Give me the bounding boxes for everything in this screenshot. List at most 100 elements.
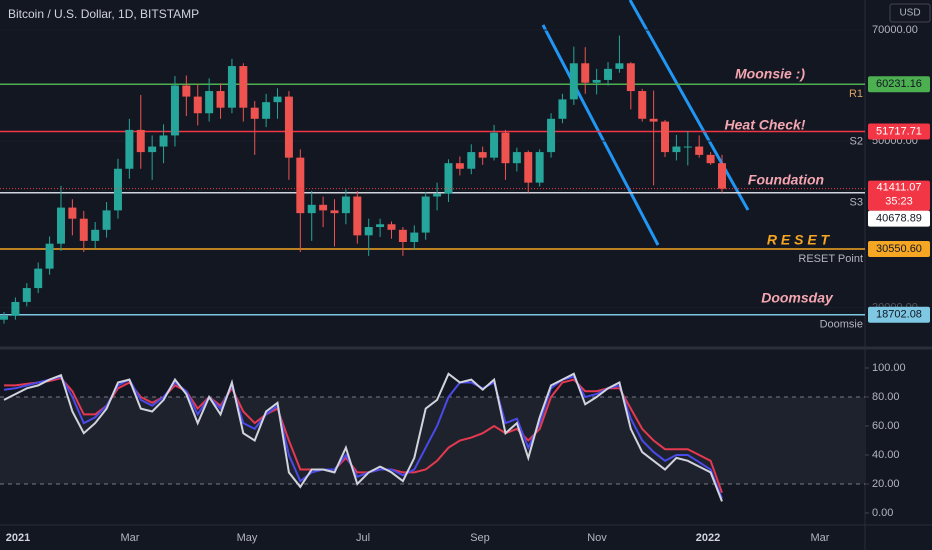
candle-body <box>11 301 20 316</box>
candle-body <box>330 210 339 214</box>
price-tag-label: 51717.71 <box>876 125 922 137</box>
oscillator-line <box>4 376 723 494</box>
y-tick-label: 100.00 <box>872 362 906 374</box>
candle-body <box>319 204 328 211</box>
x-tick-label: May <box>237 532 258 544</box>
price-tag <box>868 210 930 227</box>
candle-body <box>535 152 544 183</box>
candle-body <box>512 152 521 164</box>
candle-body <box>683 146 692 148</box>
level-name: RESET Point <box>798 253 863 265</box>
candle-body <box>626 63 635 92</box>
y-tick-label: 60.00 <box>872 420 900 432</box>
level-name: R1 <box>849 88 863 100</box>
price-tag-label: 40678.89 <box>876 213 922 225</box>
last-price-tag <box>868 180 930 211</box>
x-tick-label: 2021 <box>6 532 30 544</box>
candle-body <box>490 132 499 158</box>
annotation: Foundation <box>748 172 824 188</box>
candle-body <box>524 152 533 183</box>
candle-body <box>307 204 316 214</box>
x-tick-label: Mar <box>121 532 140 544</box>
candle-body <box>284 96 293 158</box>
candle-body <box>718 163 726 189</box>
candle-body <box>0 315 8 320</box>
candle-body <box>353 196 362 236</box>
candle-body <box>273 96 282 103</box>
candle-body <box>638 91 647 119</box>
candle-body <box>547 118 556 153</box>
candle-body <box>262 102 271 119</box>
price-tag <box>868 240 930 257</box>
level-name: S2 <box>850 135 863 147</box>
price-tag <box>868 76 930 93</box>
level-name: Doomsie <box>820 319 863 331</box>
candle-body <box>45 243 54 269</box>
chart-title: Bitcoin / U.S. Dollar, 1D, BITSTAMP <box>8 7 199 21</box>
price-tag-label: 60231.16 <box>876 78 922 90</box>
candle-body <box>91 229 100 241</box>
x-tick-label: Jul <box>356 532 370 544</box>
candle-body <box>478 152 487 158</box>
candle-body <box>125 129 134 169</box>
candle-body <box>661 121 670 153</box>
y-tick-label: 0.00 <box>872 507 893 519</box>
candle-body <box>68 207 77 219</box>
candle-body <box>193 96 202 114</box>
currency: USD <box>899 8 920 19</box>
candle-body <box>615 63 624 69</box>
countdown: 35:23 <box>885 196 913 208</box>
candle-body <box>455 163 464 169</box>
candle-body <box>227 66 236 108</box>
price-tag <box>868 123 930 140</box>
candle-body <box>433 193 442 197</box>
candle-body <box>398 229 407 243</box>
candle-body <box>444 163 453 194</box>
candle-body <box>159 135 168 147</box>
candle-body <box>421 196 430 233</box>
y-tick-label: 70000.00 <box>872 24 918 36</box>
candle-body <box>170 85 179 136</box>
candle-body <box>34 268 43 289</box>
candle-body <box>296 157 305 214</box>
candle-body <box>558 99 567 119</box>
candle-body <box>672 146 681 153</box>
candle-body <box>239 66 248 108</box>
x-tick-label: 2022 <box>696 532 720 544</box>
candle-body <box>136 129 145 153</box>
candle-body <box>113 168 122 211</box>
oscillator-line <box>3 375 723 499</box>
candle-body <box>22 288 31 302</box>
candle-body <box>182 85 191 97</box>
y-tick-label: 80.00 <box>872 391 900 403</box>
level-name: S3 <box>850 197 863 209</box>
candle-body <box>569 63 578 100</box>
candle-body <box>592 79 601 83</box>
oscillator-line <box>3 372 723 502</box>
candle-body <box>148 146 157 153</box>
annotation: Doomsday <box>761 290 834 306</box>
price-tag-label: 30550.60 <box>876 243 922 255</box>
candle-body <box>387 224 396 230</box>
price-tag <box>868 306 930 323</box>
channel-line <box>628 0 750 211</box>
y-tick-label: 20.00 <box>872 478 900 490</box>
candle-body <box>250 107 259 119</box>
candle-body <box>467 152 476 169</box>
candle-body <box>364 227 373 236</box>
candle-body <box>581 63 590 83</box>
last-price-label: 41411.07 <box>876 182 921 194</box>
candle-body <box>604 68 613 80</box>
candle-body <box>695 146 704 155</box>
x-tick-label: Sep <box>470 532 490 544</box>
candle-body <box>102 210 111 230</box>
candle-body <box>56 207 65 244</box>
candle-body <box>376 224 385 228</box>
candle-body <box>501 132 510 164</box>
price-tag-label: 18702.08 <box>876 309 922 321</box>
annotation: R E S E T <box>767 232 831 248</box>
annotation: Heat Check! <box>725 117 806 133</box>
candle-body <box>216 91 225 108</box>
